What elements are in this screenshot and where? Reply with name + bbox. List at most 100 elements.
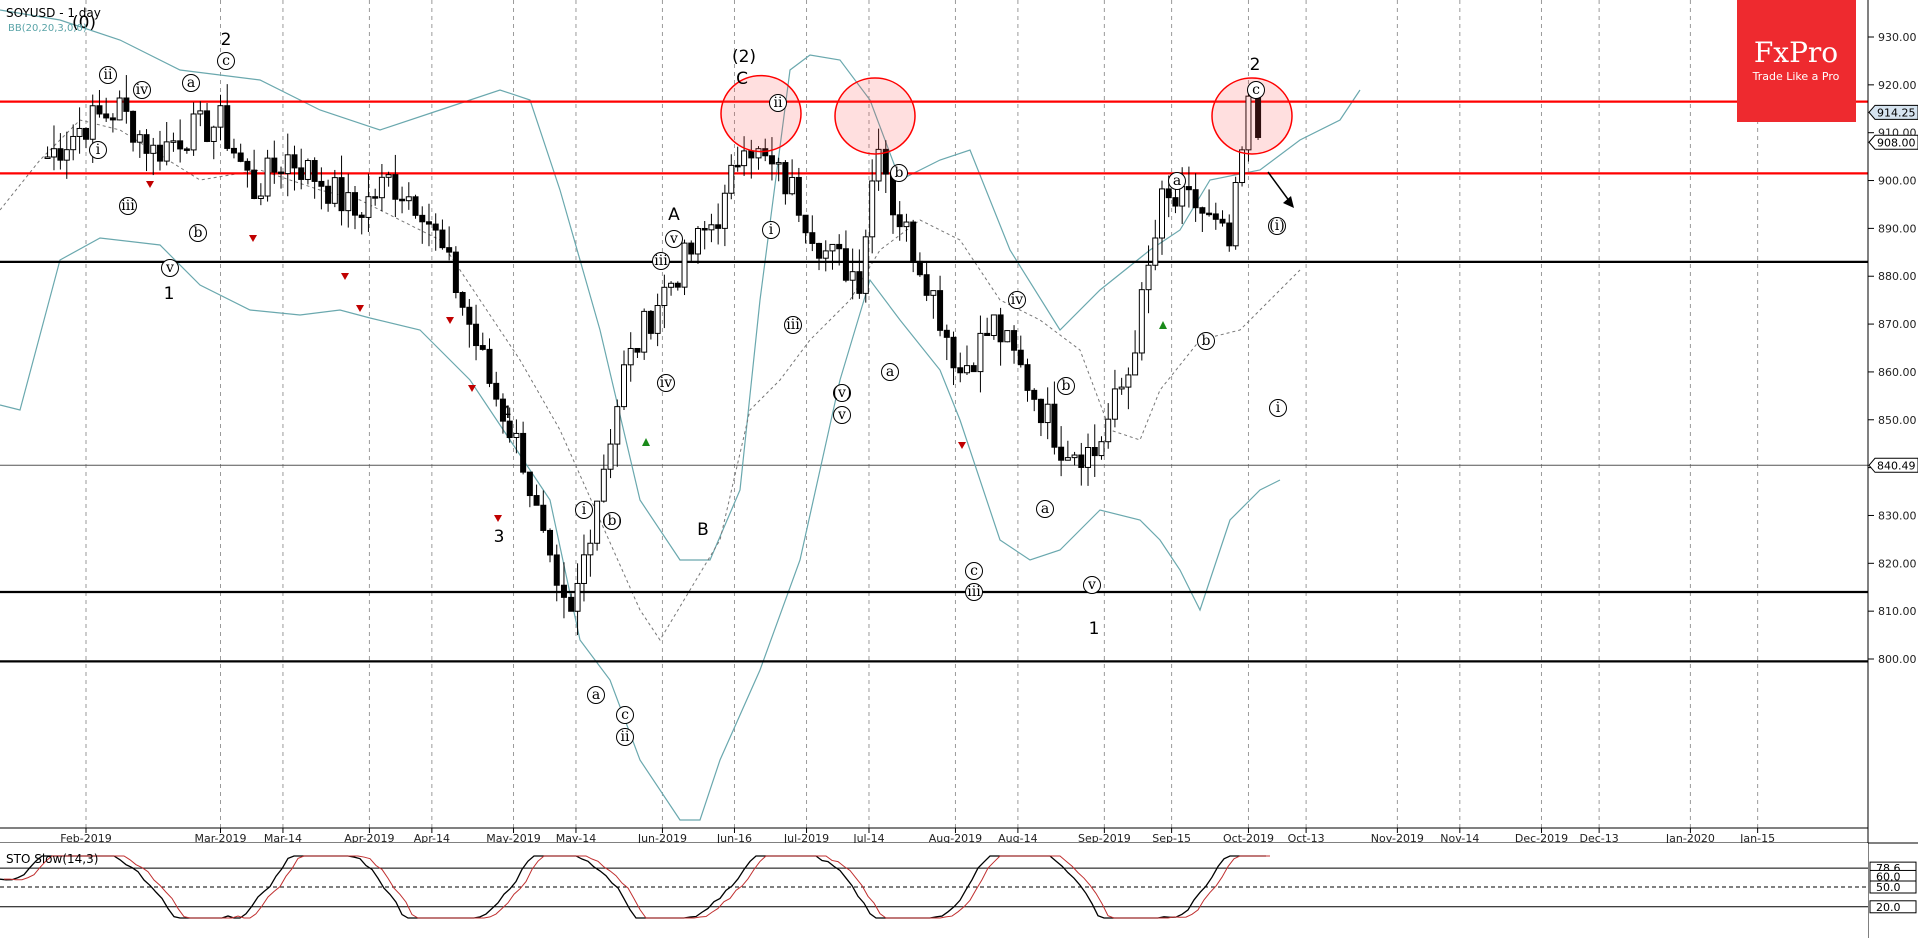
candle	[923, 262, 930, 302]
bollinger-lower	[0, 237, 1281, 821]
candle-body	[782, 162, 789, 195]
forecast-arrow-head	[1283, 196, 1294, 208]
candle-body	[1145, 264, 1152, 291]
wave-label-text: iii	[121, 198, 135, 214]
candle	[419, 206, 426, 244]
candle	[755, 146, 762, 170]
candle-body	[83, 127, 89, 140]
candle	[1031, 388, 1038, 412]
candle	[1111, 369, 1118, 428]
x-tick-label: Sep-15	[1152, 832, 1191, 845]
candle-body	[378, 176, 385, 199]
candle	[795, 167, 802, 223]
candle-body	[1185, 186, 1192, 191]
candle	[44, 146, 51, 159]
candle-body	[574, 582, 581, 612]
sell-signal-arrow-7	[958, 442, 966, 449]
candle-body	[170, 140, 177, 143]
logo-name: FxPro	[1754, 36, 1838, 69]
candle-body	[681, 242, 688, 288]
wave-label-circle	[217, 52, 235, 70]
candle-body	[1245, 95, 1252, 151]
wave-label-text: 1	[164, 284, 175, 304]
candle	[224, 84, 231, 151]
candle	[486, 338, 493, 388]
candle-body	[130, 110, 137, 143]
candle	[600, 454, 607, 503]
wave-label-text: i	[769, 222, 774, 238]
candle	[1118, 377, 1125, 395]
wave-label-circle	[1197, 332, 1215, 350]
wave-label-text: i	[96, 142, 101, 158]
candle	[506, 407, 513, 443]
x-tick-label: Apr-2019	[344, 832, 394, 845]
wave-label: iii	[119, 197, 137, 215]
wave-label-text: (b)	[602, 513, 622, 529]
wave-label: b	[890, 164, 908, 182]
y-tick-label: 860.00	[1878, 366, 1917, 379]
candle-body	[1051, 403, 1058, 448]
candle-body	[264, 157, 271, 197]
candle-body	[446, 247, 453, 253]
candle	[1004, 330, 1011, 343]
wave-label-text: iii	[967, 584, 981, 600]
sell-signal-arrow-4	[446, 317, 454, 324]
candle-body	[1058, 446, 1065, 461]
candle	[1078, 442, 1085, 486]
wave-label-circle	[762, 221, 780, 239]
candle	[284, 133, 291, 197]
candle	[96, 89, 103, 118]
candle	[278, 166, 285, 189]
wave-label-circle	[769, 94, 787, 112]
wave-label-text: b	[194, 225, 203, 241]
candle	[399, 186, 406, 214]
candle	[1105, 403, 1112, 449]
candle-body	[943, 329, 950, 338]
candle	[291, 145, 298, 191]
candle-body	[627, 347, 634, 366]
candle-body	[526, 471, 533, 497]
wave-label-text: a	[1173, 173, 1181, 189]
y-tick-label: 890.00	[1878, 222, 1917, 235]
candle	[741, 136, 748, 176]
candle-body	[1044, 403, 1051, 424]
candle-body	[869, 180, 876, 238]
candle-body	[338, 177, 345, 212]
candle	[439, 219, 446, 250]
candle	[728, 154, 735, 200]
horizontal-levels	[0, 100, 1868, 663]
candle	[553, 544, 560, 602]
candle-body	[984, 332, 991, 337]
wave-label-text: ii	[621, 729, 630, 745]
candle	[352, 186, 358, 230]
candle-body	[997, 314, 1004, 343]
wave-label: iii	[965, 583, 983, 601]
candle-body	[1226, 222, 1233, 247]
candle-body	[237, 152, 244, 162]
wave-label-text: c	[222, 53, 230, 69]
candle-body	[1118, 386, 1125, 390]
price-tag-label: 914.25	[1877, 106, 1916, 119]
candle	[768, 137, 775, 181]
candle-body	[419, 214, 426, 223]
candle-body	[405, 196, 412, 202]
candle-body	[1078, 454, 1085, 468]
candle	[594, 500, 601, 551]
x-tick-label: Mar-14	[264, 832, 302, 845]
x-tick-label: Jan-2020	[1665, 832, 1715, 845]
candle	[829, 243, 836, 270]
stochastic-tag: 50.0	[1869, 880, 1917, 894]
candle	[143, 129, 150, 172]
candle	[1058, 426, 1065, 477]
wave-label: (2)	[732, 47, 756, 67]
wave-label-text: B	[697, 520, 709, 540]
wave-label-text: c	[970, 563, 978, 579]
candle	[903, 213, 910, 242]
wave-label: a	[182, 74, 200, 92]
candle	[1051, 381, 1058, 455]
x-tick-label: May-2019	[486, 832, 541, 845]
candle	[325, 179, 332, 212]
candle-body	[136, 134, 143, 143]
wave-label-text: v	[165, 260, 174, 276]
candle-body	[923, 274, 930, 296]
